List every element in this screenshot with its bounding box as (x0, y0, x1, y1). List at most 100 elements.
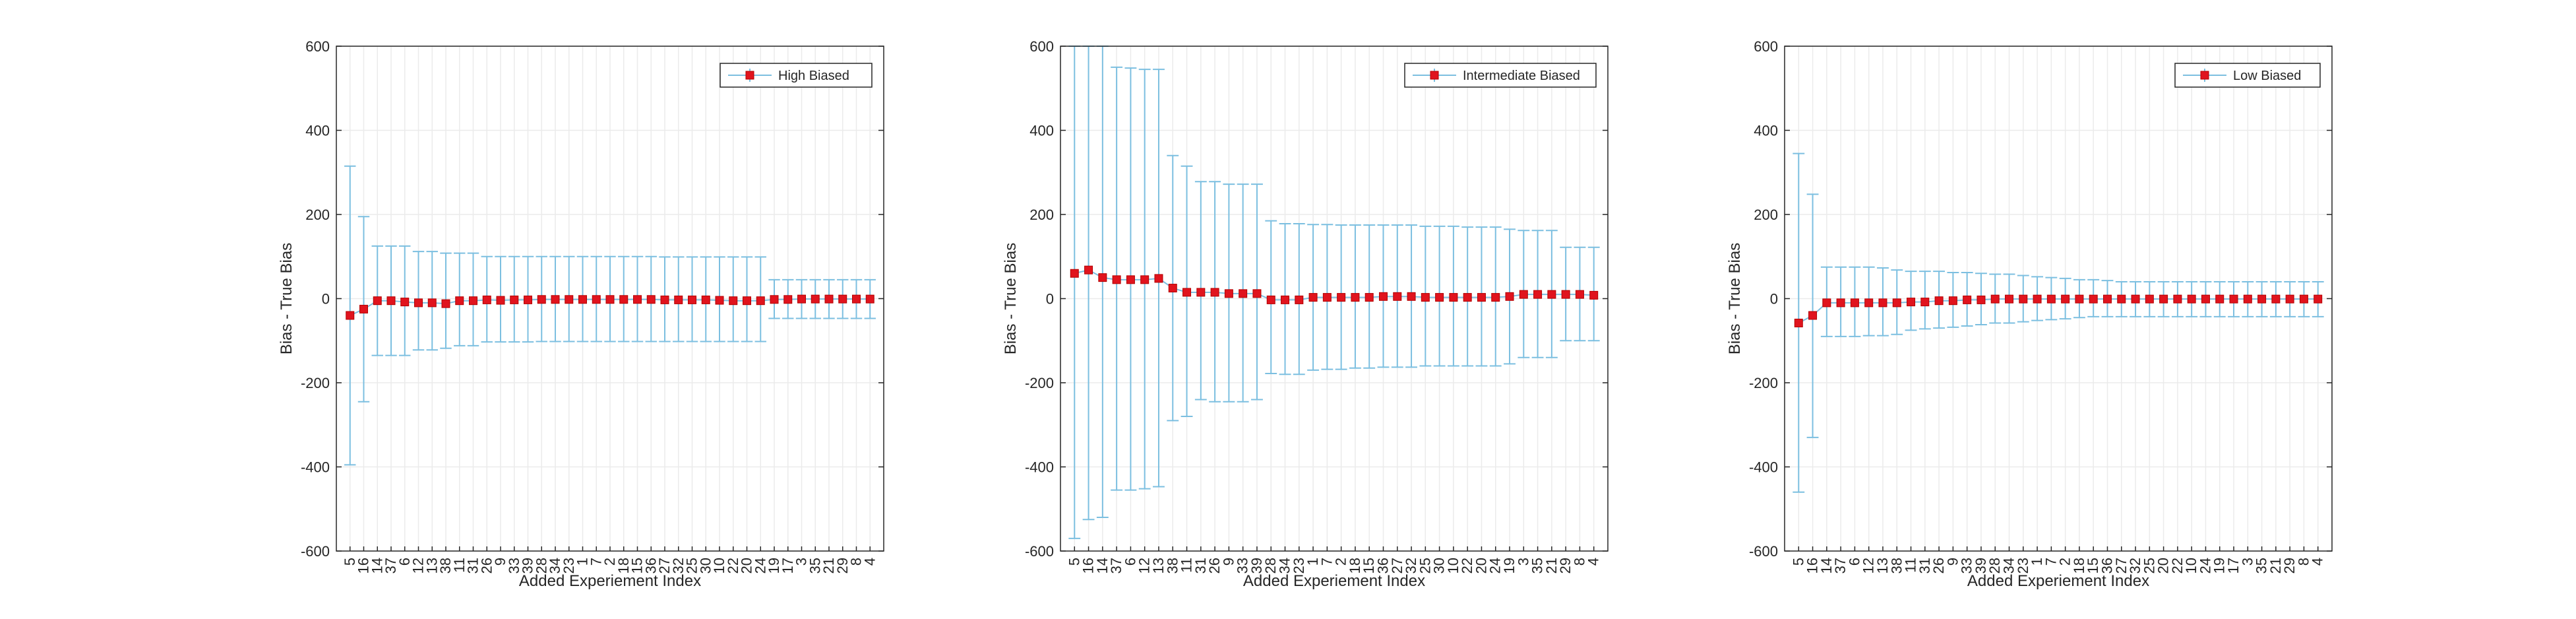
x-tick-label: 35 (1529, 558, 1546, 573)
legend-marker (1430, 71, 1439, 80)
x-tick-label: 29 (834, 558, 851, 573)
data-point (2019, 294, 2028, 304)
x-tick-label: 25 (684, 558, 700, 573)
x-tick-label: 12 (410, 558, 427, 573)
x-tick-label: 16 (1080, 558, 1097, 573)
y-tick-label: -200 (1025, 375, 1054, 391)
y-tick-label: 200 (1754, 207, 1778, 223)
x-tick-label: 15 (629, 558, 646, 573)
x-tick-label: 23 (2015, 558, 2031, 573)
data-point (427, 298, 437, 308)
y-tick-label: 0 (322, 291, 330, 308)
data-point (1154, 274, 1163, 283)
data-point (1963, 295, 1972, 304)
data-point (537, 295, 546, 304)
x-tick-label: 11 (451, 558, 468, 573)
y-tick-label: 600 (1754, 38, 1778, 55)
x-tick-label: 23 (561, 558, 577, 573)
data-point (578, 295, 587, 304)
x-tick-label: 22 (725, 558, 741, 573)
x-tick-label: 6 (1122, 558, 1138, 566)
x-tick-label: 2 (601, 558, 618, 566)
x-tick-label: 17 (2225, 558, 2242, 573)
y-tick-label: 400 (1029, 123, 1054, 139)
data-point (797, 294, 806, 304)
data-point (619, 295, 629, 304)
data-point (2005, 294, 2014, 304)
x-tick-label: 9 (1944, 558, 1961, 566)
x-tick-label: 15 (1361, 558, 1377, 573)
y-tick-label: -600 (301, 543, 330, 560)
data-point (770, 295, 779, 304)
x-tick-label: 19 (766, 558, 782, 573)
data-point (1252, 289, 1262, 298)
data-point (1407, 292, 1416, 301)
y-tick-label: 400 (305, 123, 330, 139)
x-tick-label: 6 (1846, 558, 1862, 566)
x-tick-label: 10 (2183, 558, 2199, 573)
legend-marker (2200, 71, 2209, 80)
data-point (824, 294, 834, 304)
x-tick-label: 26 (1930, 558, 1947, 573)
data-point (1864, 298, 1874, 308)
data-point (633, 295, 642, 304)
x-tick-label: 26 (1206, 558, 1223, 573)
data-point (674, 295, 683, 304)
data-point (1808, 311, 1818, 320)
data-point (2145, 294, 2154, 304)
data-point (1934, 296, 1944, 306)
data-point (496, 296, 505, 305)
data-point (1850, 298, 1859, 308)
x-tick-label: 20 (2155, 558, 2172, 573)
chart-panel-3: -600-400-2000200400600516143761213381131… (1726, 38, 2333, 590)
x-axis-label: Added Experiement Index (1967, 572, 2149, 590)
data-point (1322, 293, 1332, 302)
data-point (2271, 294, 2281, 304)
data-point (1239, 289, 1248, 298)
data-point (1210, 288, 1219, 297)
data-point (2243, 294, 2252, 304)
x-tick-label: 7 (1318, 558, 1335, 566)
data-point (1477, 293, 1486, 302)
x-tick-label: 24 (2197, 558, 2213, 573)
x-tick-label: 21 (820, 558, 837, 573)
data-point (524, 295, 532, 304)
data-point (1575, 290, 1584, 299)
x-tick-label: 32 (1403, 558, 1419, 573)
data-point (2033, 294, 2042, 304)
x-tick-label: 11 (1903, 558, 1919, 573)
x-tick-label: 1 (574, 558, 591, 566)
x-tick-label: 25 (1417, 558, 1433, 573)
x-tick-label: 9 (1220, 558, 1237, 566)
y-tick-label: -400 (1749, 459, 1778, 476)
data-point (811, 294, 820, 304)
x-tick-label: 12 (1860, 558, 1877, 573)
x-tick-label: 17 (780, 558, 796, 573)
data-point (2159, 294, 2168, 304)
data-point (2131, 294, 2140, 304)
data-point (1977, 295, 1986, 304)
data-point (551, 295, 560, 304)
data-point (1098, 273, 1107, 282)
data-point (1266, 295, 1275, 304)
x-tick-label: 30 (1431, 558, 1448, 573)
y-tick-label: -600 (1025, 543, 1054, 560)
data-point (1491, 293, 1500, 302)
data-point (2257, 294, 2267, 304)
y-tick-label: 200 (1029, 207, 1054, 223)
x-tick-label: 39 (1973, 558, 1989, 573)
data-point (2173, 294, 2182, 304)
data-point (2285, 294, 2294, 304)
x-tick-label: 4 (861, 558, 878, 566)
data-point (1892, 298, 1901, 308)
x-tick-label: 2 (2057, 558, 2073, 566)
axes-frame (336, 46, 884, 552)
data-point (1084, 265, 1093, 275)
x-tick-label: 20 (1473, 558, 1489, 573)
x-tick-label: 3 (1515, 558, 1531, 566)
x-tick-label: 11 (1179, 558, 1195, 573)
data-point (1794, 318, 1803, 327)
x-tick-label: 28 (1986, 558, 2003, 573)
data-point (2314, 294, 2323, 304)
